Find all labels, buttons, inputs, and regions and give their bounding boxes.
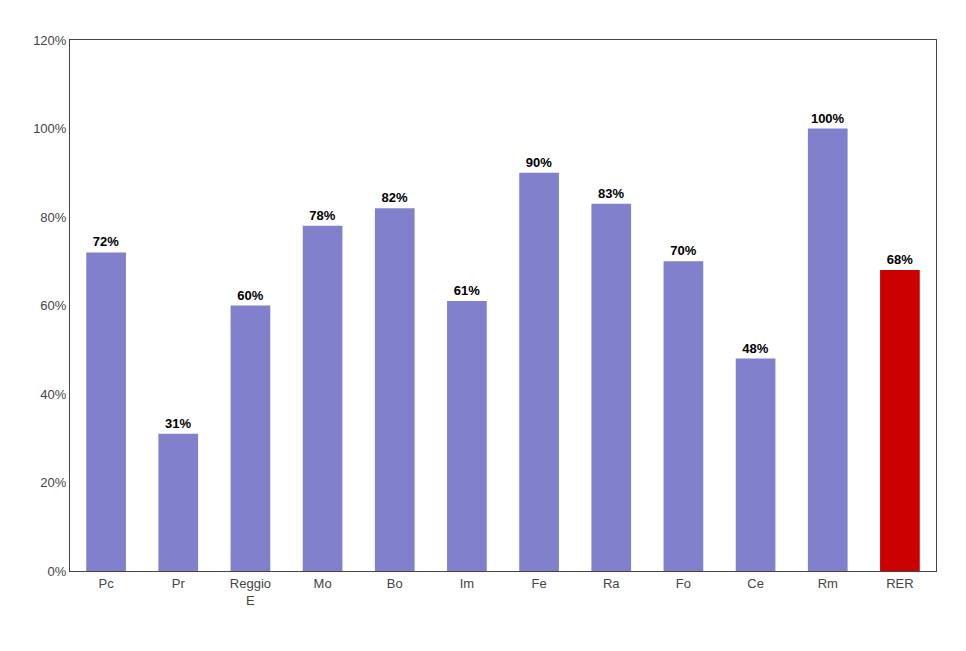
svg-text:Mo: Mo	[314, 576, 332, 591]
svg-text:Im: Im	[460, 576, 474, 591]
svg-text:Bo: Bo	[387, 576, 403, 591]
svg-text:78%: 78%	[309, 208, 335, 223]
svg-text:83%: 83%	[598, 186, 624, 201]
svg-text:70%: 70%	[670, 243, 696, 258]
svg-text:Ra: Ra	[603, 576, 620, 591]
svg-text:48%: 48%	[742, 341, 768, 356]
svg-text:20%: 20%	[40, 475, 66, 490]
svg-text:Pc: Pc	[98, 576, 114, 591]
svg-text:RER: RER	[886, 576, 913, 591]
svg-text:100%: 100%	[33, 121, 67, 136]
svg-text:Pr: Pr	[172, 576, 186, 591]
svg-text:61%: 61%	[454, 283, 480, 298]
svg-text:40%: 40%	[40, 387, 66, 402]
svg-text:31%: 31%	[165, 416, 191, 431]
svg-text:60%: 60%	[40, 298, 66, 313]
svg-text:80%: 80%	[40, 210, 66, 225]
svg-text:72%: 72%	[93, 234, 119, 249]
svg-text:Fe: Fe	[531, 576, 546, 591]
svg-text:82%: 82%	[382, 190, 408, 205]
svg-text:Rm: Rm	[818, 576, 838, 591]
svg-text:100%: 100%	[811, 111, 845, 126]
svg-text:60%: 60%	[237, 288, 263, 303]
svg-text:120%: 120%	[33, 33, 67, 48]
svg-text:90%: 90%	[526, 155, 552, 170]
svg-text:0%: 0%	[48, 564, 67, 579]
svg-text:68%: 68%	[887, 252, 913, 267]
svg-text:ReggioE: ReggioE	[230, 576, 271, 608]
svg-text:Fo: Fo	[676, 576, 691, 591]
svg-text:Ce: Ce	[747, 576, 764, 591]
